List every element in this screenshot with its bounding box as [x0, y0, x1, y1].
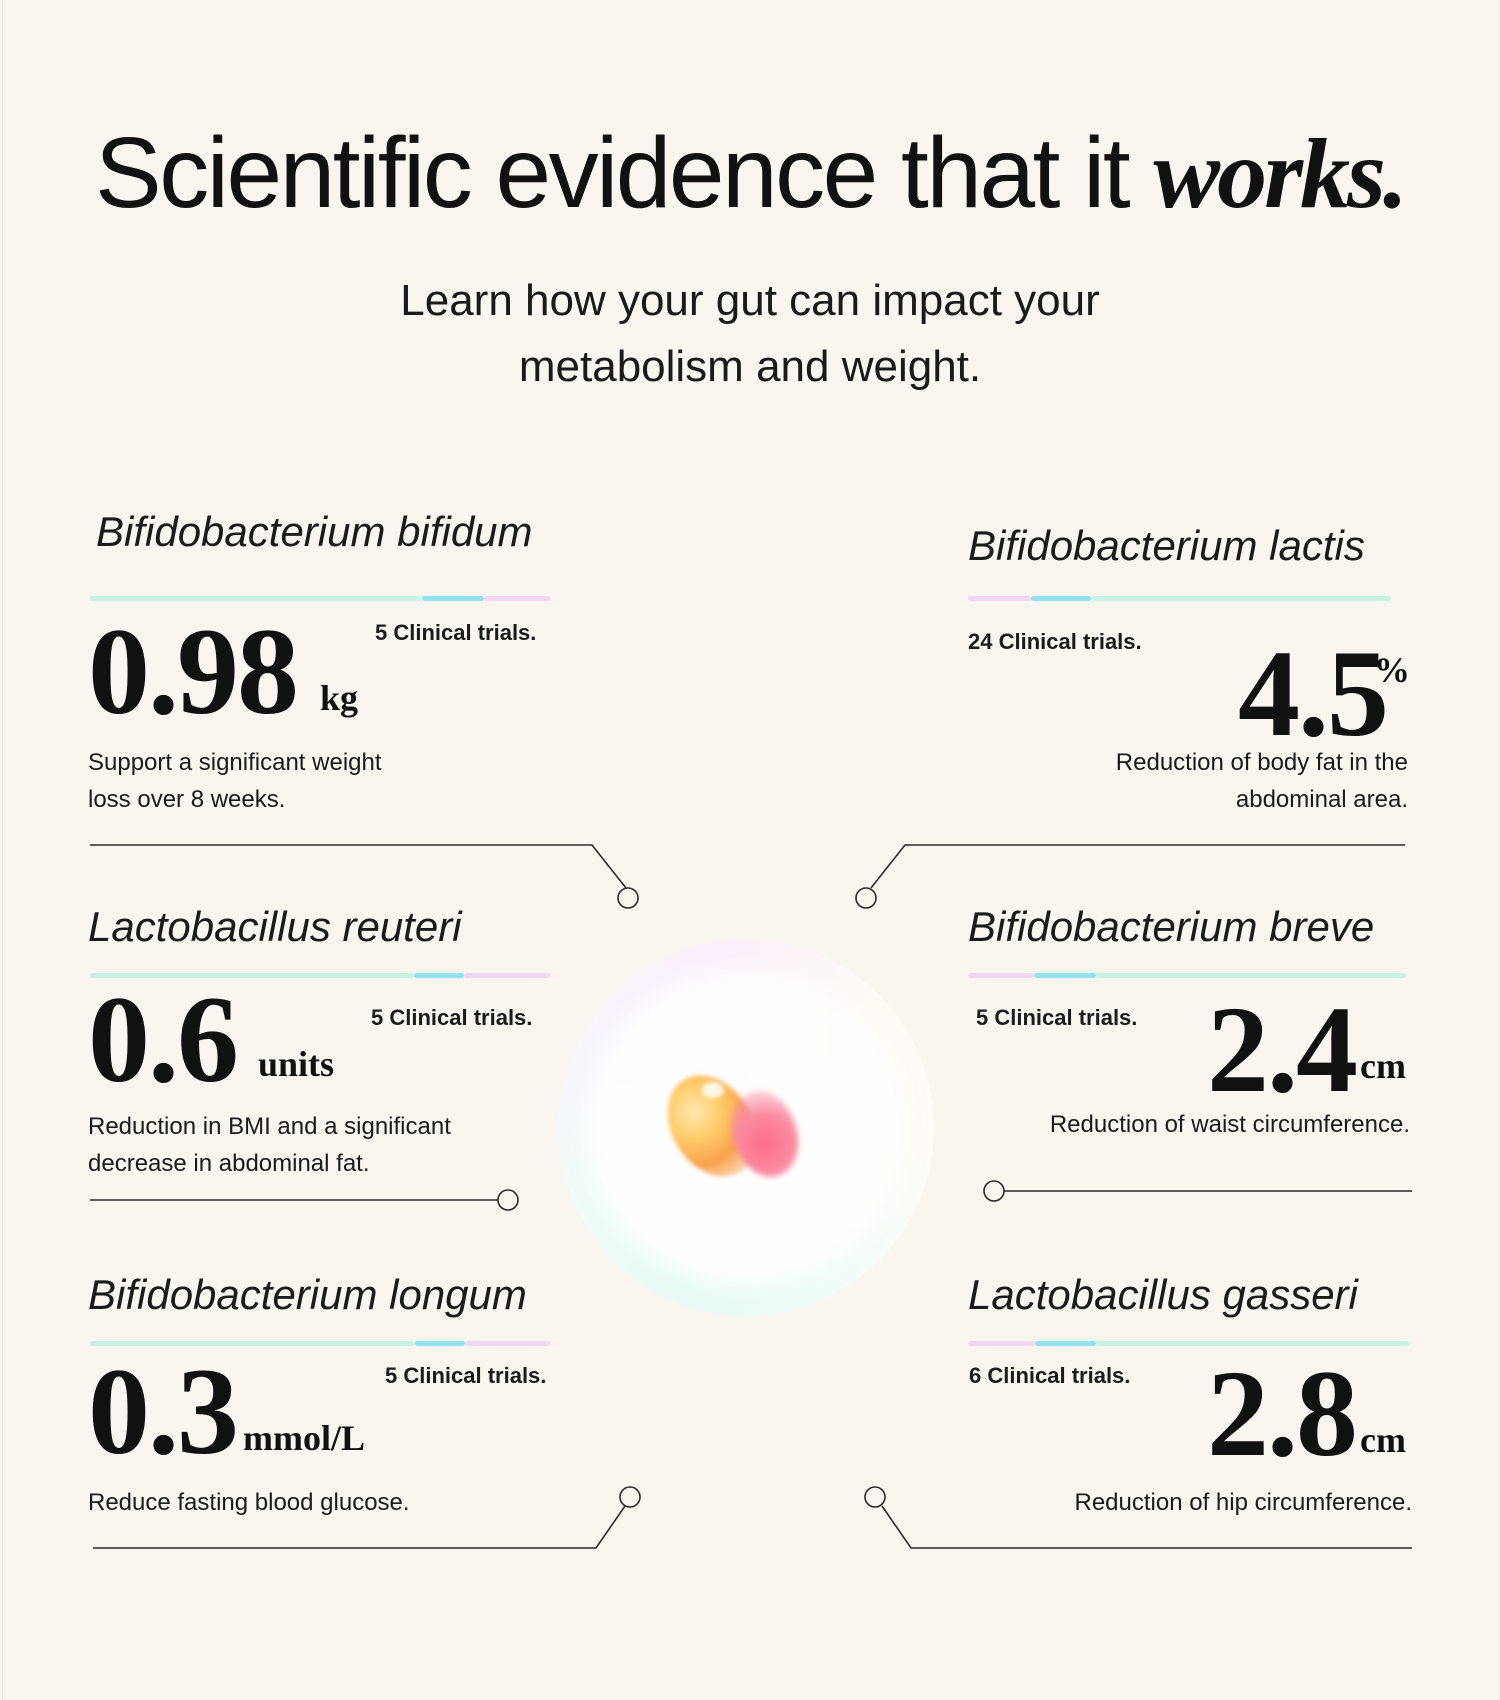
stat-unit: % — [1374, 650, 1410, 690]
bar-cyan — [414, 973, 464, 978]
bar-cyan — [1035, 1341, 1096, 1346]
bar-pink — [484, 596, 550, 601]
stat-description: Reduction of waist circumference. — [1049, 1111, 1410, 1138]
strain-name: Lactobacillus gasseri — [968, 1271, 1358, 1318]
connector-node-lactis — [855, 887, 877, 909]
bar-mint — [90, 596, 422, 601]
stat-unit: cm — [1360, 1046, 1406, 1086]
stat-description: Support a significant weight loss over 8… — [88, 749, 382, 813]
connector-node-bifidum — [617, 887, 639, 909]
trials-count: 6 Clinical trials. — [969, 1363, 1131, 1388]
stat-description: Reduce fasting blood glucose. — [88, 1489, 410, 1516]
trials-count: 5 Clinical trials. — [385, 1363, 547, 1388]
stat-unit: kg — [320, 678, 359, 718]
stat-description: Reduction of body fat in the abdominal a… — [1115, 749, 1408, 813]
stat-description: Reduction in BMI and a significant decre… — [88, 1113, 451, 1177]
bar-cyan — [422, 596, 484, 601]
stat-description: Reduction of hip circumference. — [1074, 1489, 1413, 1516]
bar-mint — [90, 1341, 415, 1346]
connector-gasseri — [881, 1505, 1412, 1549]
connector-lactis — [870, 844, 1405, 889]
page-title-main: Scientific evidence that it — [95, 117, 1154, 229]
bar-mint — [1096, 1341, 1409, 1346]
connector-bifidum — [90, 844, 627, 889]
bar-cyan — [1031, 596, 1091, 601]
stat-unit: mmol/L — [243, 1418, 365, 1458]
connector-node-breve — [983, 1180, 1005, 1202]
trials-count: 5 Clinical trials. — [371, 1005, 533, 1030]
bar-mint — [1096, 973, 1406, 978]
page-title: Scientific evidence that it works. — [0, 118, 1500, 229]
stat-value: 2.8 — [1207, 1345, 1358, 1482]
strain-name: Bifidobacterium longum — [88, 1271, 527, 1318]
strain-name: Bifidobacterium lactis — [968, 522, 1365, 569]
page-subtitle: Learn how your gut can impact your metab… — [400, 276, 1100, 391]
connector-node-longum — [619, 1486, 641, 1508]
connector-node-gasseri — [864, 1486, 886, 1508]
trials-count: 5 Clinical trials. — [976, 1005, 1138, 1030]
bar-mint — [1091, 596, 1391, 601]
strain-name: Bifidobacterium breve — [968, 903, 1375, 950]
strain-name: Lactobacillus reuteri — [88, 903, 462, 950]
trials-count: 24 Clinical trials. — [968, 629, 1142, 654]
bar-mint — [90, 973, 414, 978]
bar-pink — [465, 1341, 550, 1346]
bar-cyan — [1034, 973, 1096, 978]
stat-unit: units — [258, 1044, 335, 1084]
stat-value: 4.5 — [1238, 625, 1389, 762]
bar-cyan — [415, 1341, 465, 1346]
trials-count: 5 Clinical trials. — [375, 620, 537, 645]
bar-pink — [968, 973, 1034, 978]
stat-value: 0.98 — [88, 603, 299, 740]
strain-name: Bifidobacterium bifidum — [96, 508, 533, 555]
connector-node-reuteri — [497, 1189, 519, 1211]
page-title-accent: works. — [1153, 118, 1408, 229]
stat-unit: cm — [1360, 1420, 1406, 1460]
stat-value: 0.3 — [88, 1343, 239, 1480]
stat-value: 0.6 — [88, 971, 239, 1108]
bar-pink — [968, 596, 1031, 601]
bar-pink — [464, 973, 550, 978]
stat-value: 2.4 — [1207, 981, 1358, 1118]
bar-pink — [968, 1341, 1035, 1346]
connector-longum — [93, 1505, 626, 1549]
